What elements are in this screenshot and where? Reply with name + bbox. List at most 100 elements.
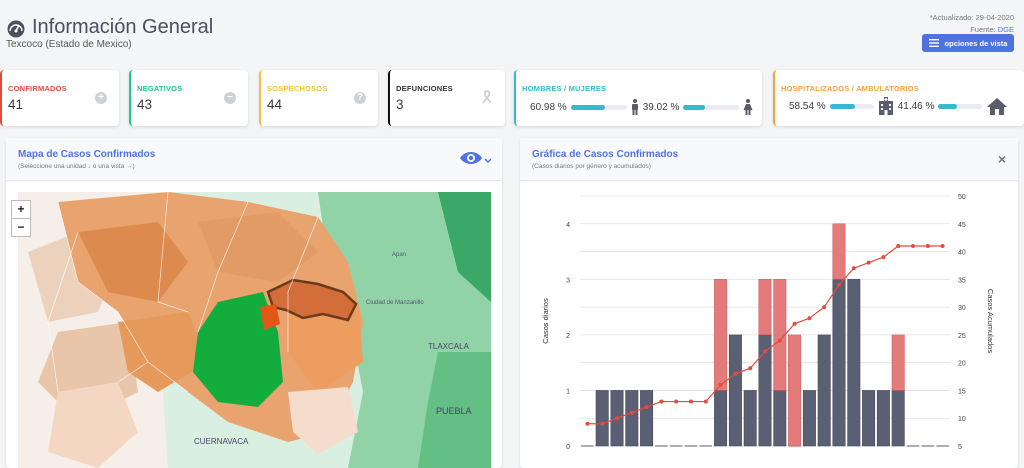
hospital-icon <box>878 97 893 115</box>
y2-tick-label: 35 <box>958 277 966 284</box>
hospitalizados-percent: 58.54 % <box>789 100 826 112</box>
stat-card-sospechosos: SOSPECHOSOS 44 ? <box>259 70 378 126</box>
stat-card-defunciones: DEFUNCIONES 3 <box>388 70 505 126</box>
point-acumulados <box>851 266 856 271</box>
point-acumulados <box>822 305 827 310</box>
zoom-out-button[interactable]: − <box>11 218 31 237</box>
stat-label: CONFIRMADOS <box>8 84 67 93</box>
point-acumulados <box>703 399 708 404</box>
home-icon <box>987 98 1008 115</box>
mujeres-progress <box>683 104 740 110</box>
chart-panel-subtitle: (Casos diarios por género y acumulados) <box>532 163 651 170</box>
choropleth-map[interactable]: Apan Ciudad de Manzanillo TLAXCALA PUEBL… <box>18 192 491 468</box>
stat-label: HOMBRES / MUJERES <box>522 84 607 93</box>
map-panel-title: Mapa de Casos Confirmados <box>18 149 156 160</box>
hombres-percent: 60.98 % <box>530 101 567 113</box>
point-acumulados <box>718 382 723 387</box>
bar-hombres <box>832 279 846 447</box>
sliders-icon <box>928 39 939 47</box>
stat-value: 43 <box>137 97 153 112</box>
hombres-progress <box>570 104 627 110</box>
y-tick-label: 3 <box>566 277 570 284</box>
point-acumulados <box>881 255 886 260</box>
bar-hombres <box>743 390 757 447</box>
point-acumulados <box>925 244 930 248</box>
plus-circle-icon: + <box>95 92 107 104</box>
y2-tick-label: 25 <box>958 333 966 340</box>
point-acumulados <box>674 399 679 404</box>
speedometer-icon <box>7 20 25 37</box>
bar-mujeres <box>758 279 772 336</box>
bar-hombres <box>773 390 787 447</box>
page-title-text: Información General <box>32 16 214 38</box>
chart-panel: Gráfica de Casos Confirmados (Casos diar… <box>520 138 1018 468</box>
bar-mujeres <box>788 334 802 447</box>
map-panel-header: Mapa de Casos Confirmados (Seleccione un… <box>6 138 502 181</box>
female-icon <box>743 99 753 115</box>
bar-mujeres <box>891 334 905 391</box>
point-acumulados <box>777 338 782 343</box>
map-label-cuernavaca: CUERNAVACA <box>194 437 249 446</box>
point-acumulados <box>733 371 738 376</box>
map-panel-subtitle: (Seleccione una unidad ↓ o una vista →) <box>18 163 135 170</box>
point-acumulados <box>748 366 753 371</box>
stat-card-confirmados: CONFIRMADOS 41 + <box>0 70 119 126</box>
y-axis-label: Casos diarios <box>541 298 550 344</box>
y2-tick-label: 40 <box>958 250 966 257</box>
y2-tick-label: 20 <box>958 361 966 368</box>
point-acumulados <box>763 349 767 354</box>
map-label-manzanillo: Ciudad de Manzanillo <box>366 300 424 306</box>
point-acumulados <box>807 316 812 321</box>
y2-tick-label: 45 <box>958 222 966 229</box>
bar-hombres <box>817 334 831 447</box>
bar-hombres <box>714 390 728 447</box>
cases-chart: 5 10 15 20 25 30 35 40 45 50 0 1 2 3 4 Casos diarios Cas… <box>541 194 995 451</box>
bar-hombres <box>625 390 639 447</box>
stat-label: SOSPECHOSOS <box>267 84 328 93</box>
hospitalizados-progress <box>829 103 874 109</box>
bar-hombres <box>728 334 742 447</box>
stat-value: 3 <box>396 97 404 112</box>
bar-mujeres <box>832 223 846 280</box>
stat-label: DEFUNCIONES <box>396 84 453 93</box>
point-acumulados <box>866 260 871 265</box>
bar-hombres <box>891 390 905 447</box>
ambulatorios-progress <box>938 103 983 109</box>
stat-card-negativos: NEGATIVOS 43 − <box>129 70 248 126</box>
update-info: *Actualizado: 29-04-2020 Fuente: DGE <box>930 12 1014 36</box>
point-acumulados <box>689 399 693 404</box>
y2-tick-label: 50 <box>958 194 966 201</box>
stat-label: HOSPITALIZADOS / AMBULATORIOS <box>781 84 920 93</box>
bar-mujeres <box>714 279 728 391</box>
bar-mujeres <box>773 279 787 391</box>
y-tick-label: 1 <box>566 388 570 395</box>
y-tick-label: 0 <box>566 444 570 451</box>
point-acumulados <box>896 244 901 248</box>
bar-hombres <box>862 390 876 447</box>
point-acumulados <box>837 282 841 287</box>
y-tick-label: 2 <box>566 333 570 340</box>
page-subtitle: Texcoco (Estado de Mexico) <box>6 39 132 50</box>
eye-icon[interactable] <box>459 150 491 166</box>
bar-hombres <box>802 390 816 447</box>
bar-hombres <box>876 390 890 447</box>
chart-panel-title: Gráfica de Casos Confirmados <box>532 149 679 160</box>
close-chart-button[interactable]: × <box>997 151 1006 167</box>
y-tick-label: 4 <box>566 222 570 229</box>
point-acumulados <box>940 244 945 248</box>
stat-card-hospitalizacion: HOSPITALIZADOS / AMBULATORIOS 58.54 % 41… <box>773 70 1024 126</box>
stat-value: 41 <box>8 97 24 112</box>
stat-label: NEGATIVOS <box>137 84 183 93</box>
zoom-in-button[interactable]: + <box>11 200 31 219</box>
view-options-label: opciones de vista <box>944 38 1008 48</box>
view-options-button[interactable]: opciones de vista <box>922 34 1014 52</box>
source-value: DGE <box>997 25 1014 34</box>
updated-date: *Actualizado: 29-04-2020 <box>929 13 1014 22</box>
source-label: Fuente: <box>970 25 996 34</box>
y2-tick-label: 15 <box>958 388 966 395</box>
point-acumulados <box>644 405 649 410</box>
stat-card-genero: HOMBRES / MUJERES 60.98 % 39.02 % <box>514 70 762 126</box>
point-acumulados <box>615 416 619 421</box>
point-acumulados <box>911 244 915 248</box>
map-label-apan: Apan <box>392 252 406 258</box>
